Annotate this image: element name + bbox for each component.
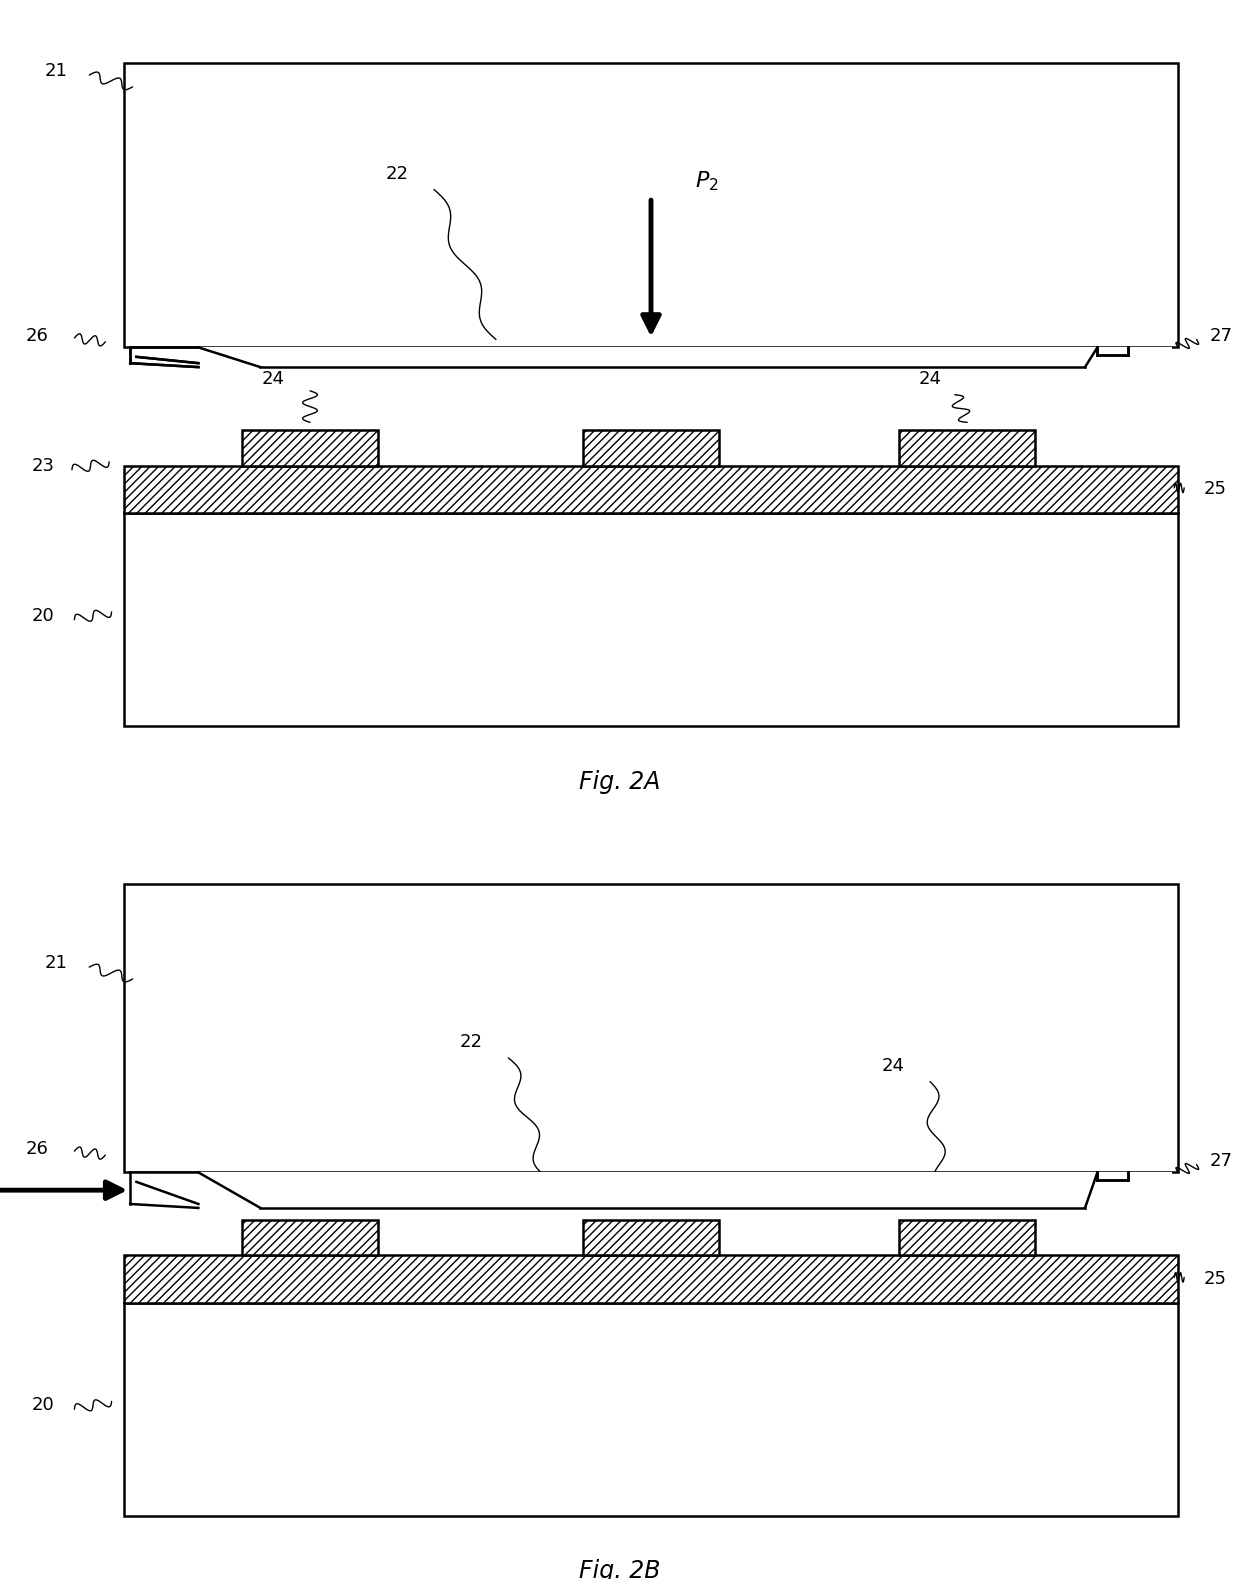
Text: 22: 22 bbox=[460, 1033, 482, 1052]
Bar bbox=[124, 63, 1178, 347]
Bar bbox=[1097, 347, 1128, 355]
Bar bbox=[124, 1303, 1178, 1516]
Text: 20: 20 bbox=[32, 606, 55, 625]
Text: 23: 23 bbox=[32, 456, 55, 475]
Bar bbox=[124, 1255, 1178, 1303]
Text: 27: 27 bbox=[1210, 1151, 1233, 1170]
Bar bbox=[899, 431, 1035, 466]
Text: 20: 20 bbox=[32, 1396, 55, 1415]
Text: 25: 25 bbox=[1204, 1270, 1226, 1288]
Text: 25: 25 bbox=[1204, 480, 1226, 499]
Text: 26: 26 bbox=[26, 1140, 48, 1157]
Text: Fig. 2A: Fig. 2A bbox=[579, 769, 661, 794]
Text: 24: 24 bbox=[882, 1056, 904, 1075]
Text: Fig. 2B: Fig. 2B bbox=[579, 1558, 661, 1579]
Text: 26: 26 bbox=[26, 327, 48, 344]
Bar bbox=[583, 1219, 719, 1255]
Bar bbox=[124, 466, 1178, 513]
Text: 21: 21 bbox=[45, 954, 67, 973]
Bar bbox=[242, 1219, 378, 1255]
Text: 27: 27 bbox=[1210, 327, 1233, 344]
Bar bbox=[130, 347, 1172, 368]
Bar bbox=[130, 1172, 198, 1208]
Text: 24: 24 bbox=[919, 369, 941, 388]
Bar bbox=[242, 431, 378, 466]
Bar bbox=[124, 884, 1178, 1172]
Text: $P_2$: $P_2$ bbox=[694, 171, 719, 193]
Bar bbox=[130, 1172, 1172, 1208]
Bar bbox=[130, 347, 198, 368]
Text: 24: 24 bbox=[262, 369, 284, 388]
Bar bbox=[1097, 1172, 1128, 1181]
Bar bbox=[899, 1219, 1035, 1255]
Text: 22: 22 bbox=[386, 164, 408, 183]
Bar bbox=[583, 431, 719, 466]
Text: 21: 21 bbox=[45, 62, 67, 81]
Bar bbox=[124, 513, 1178, 726]
